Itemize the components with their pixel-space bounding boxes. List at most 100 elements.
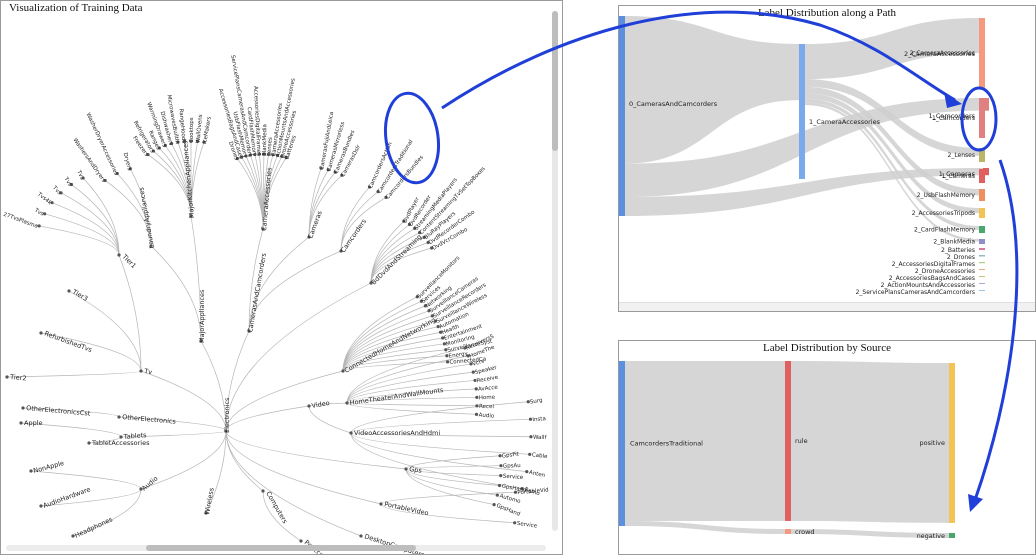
sankey-node-2_CardFlashMemory[interactable] bbox=[979, 226, 985, 233]
tree-node[interactable] bbox=[418, 231, 422, 235]
tree-node[interactable] bbox=[441, 336, 445, 340]
sankey-node-2_DroneAccessories[interactable] bbox=[979, 269, 985, 270]
tree-horizontal-scroll-thumb[interactable] bbox=[146, 545, 416, 551]
tree-node[interactable] bbox=[169, 141, 174, 146]
tree-node[interactable] bbox=[369, 281, 373, 285]
sankey-node-2_CameraAccessories[interactable] bbox=[979, 18, 985, 88]
tree-node[interactable] bbox=[423, 304, 427, 308]
tree-node[interactable] bbox=[384, 195, 388, 199]
tree-node[interactable] bbox=[444, 348, 448, 352]
tree-vertical-scrollbar[interactable] bbox=[552, 11, 558, 531]
sankey-node-crowd[interactable] bbox=[785, 528, 791, 534]
tree-node[interactable] bbox=[39, 504, 43, 508]
tree-node[interactable] bbox=[499, 464, 503, 468]
tree-node[interactable] bbox=[19, 421, 23, 425]
tree-node[interactable] bbox=[319, 166, 323, 170]
tree-node[interactable] bbox=[240, 155, 244, 159]
tree-node[interactable] bbox=[157, 146, 161, 150]
sankey-node-2_BlankMedia[interactable] bbox=[979, 239, 985, 244]
tree-node[interactable] bbox=[224, 429, 228, 433]
tree-node[interactable] bbox=[463, 346, 467, 350]
tree-node[interactable] bbox=[495, 493, 499, 497]
tree-node[interactable] bbox=[474, 387, 478, 391]
tree-node[interactable] bbox=[402, 219, 406, 223]
tree-node[interactable] bbox=[21, 406, 25, 410]
tree-node[interactable] bbox=[81, 176, 85, 180]
tree-node[interactable] bbox=[299, 539, 303, 543]
path-panel-scrollbar[interactable] bbox=[619, 302, 1035, 311]
tree-node[interactable] bbox=[247, 329, 251, 333]
tree-node[interactable] bbox=[341, 369, 345, 373]
tree-node[interactable] bbox=[43, 212, 47, 216]
sankey-node-positive[interactable] bbox=[949, 363, 955, 523]
tree-node[interactable] bbox=[469, 362, 473, 366]
tree-node[interactable] bbox=[39, 331, 43, 335]
sankey-node-CamcordersTraditional[interactable] bbox=[619, 361, 625, 526]
tree-node[interactable] bbox=[326, 168, 330, 172]
tree-node[interactable] bbox=[436, 325, 440, 329]
sankey-node-2_Batteries[interactable] bbox=[979, 248, 985, 250]
tree-node[interactable] bbox=[345, 401, 349, 405]
tree-node[interactable] bbox=[163, 143, 167, 148]
tree-node[interactable] bbox=[59, 191, 63, 195]
tree-node[interactable] bbox=[525, 470, 529, 474]
sankey-node-1_CameraAccessories[interactable] bbox=[799, 44, 805, 179]
tree-node[interactable] bbox=[189, 139, 193, 143]
tree-node[interactable] bbox=[520, 487, 524, 491]
tree-node[interactable] bbox=[427, 309, 431, 313]
tree-node[interactable] bbox=[513, 490, 518, 494]
tree-node[interactable] bbox=[257, 152, 262, 156]
tree-node[interactable] bbox=[151, 149, 156, 153]
tree-node[interactable] bbox=[284, 156, 288, 160]
tree-node[interactable] bbox=[71, 534, 75, 538]
tree-node[interactable] bbox=[376, 190, 380, 194]
tree-node[interactable] bbox=[261, 227, 265, 231]
tree-node[interactable] bbox=[189, 214, 193, 218]
tree-node[interactable] bbox=[204, 511, 208, 515]
tree-node[interactable] bbox=[244, 154, 248, 158]
sankey-node-0_CamerasAndCamcorders[interactable] bbox=[619, 16, 625, 216]
tree-node[interactable] bbox=[473, 378, 477, 383]
tree-node[interactable] bbox=[37, 224, 41, 228]
tree-node[interactable] bbox=[475, 395, 479, 399]
tree-node[interactable] bbox=[149, 244, 153, 248]
tree-node[interactable] bbox=[280, 154, 284, 159]
tree-node[interactable] bbox=[438, 330, 443, 334]
tree-node[interactable] bbox=[139, 369, 143, 373]
tree-node[interactable] bbox=[340, 173, 344, 177]
tree-node[interactable] bbox=[333, 170, 337, 174]
tree-node[interactable] bbox=[307, 404, 311, 408]
tree-node[interactable] bbox=[146, 152, 150, 157]
tree-node[interactable] bbox=[50, 201, 54, 205]
tree-node[interactable] bbox=[87, 441, 91, 445]
tree-node[interactable] bbox=[498, 454, 502, 458]
tree-node[interactable] bbox=[430, 246, 434, 250]
sankey-node-2_AccessoriesBagsAndCases[interactable] bbox=[979, 276, 985, 277]
tree-node[interactable] bbox=[413, 226, 417, 230]
tree-node[interactable] bbox=[474, 412, 479, 416]
tree-node[interactable] bbox=[446, 360, 450, 364]
tree-node[interactable] bbox=[367, 185, 372, 189]
tree-node[interactable] bbox=[307, 235, 311, 239]
tree-node[interactable] bbox=[128, 167, 132, 171]
tree-node[interactable] bbox=[499, 474, 503, 478]
tree-node[interactable] bbox=[466, 354, 470, 358]
tree-node[interactable] bbox=[139, 487, 143, 491]
tree-vertical-scroll-thumb[interactable] bbox=[552, 11, 558, 151]
tree-node[interactable] bbox=[471, 370, 475, 374]
tree-node[interactable] bbox=[248, 153, 253, 157]
tree-node[interactable] bbox=[419, 299, 424, 303]
tree-node[interactable] bbox=[176, 140, 180, 144]
tree-node[interactable] bbox=[475, 404, 479, 408]
tree-node[interactable] bbox=[528, 417, 533, 421]
sankey-node-rule[interactable] bbox=[785, 361, 791, 521]
tree-node[interactable] bbox=[339, 249, 343, 253]
tree-node[interactable] bbox=[5, 375, 9, 379]
tree-node[interactable] bbox=[115, 171, 119, 176]
tree-node[interactable] bbox=[119, 435, 123, 439]
tree-node[interactable] bbox=[426, 240, 430, 245]
tree-node[interactable] bbox=[29, 469, 33, 473]
tree-node[interactable] bbox=[442, 342, 447, 346]
tree-node[interactable] bbox=[235, 156, 239, 161]
tree-node[interactable] bbox=[117, 415, 121, 419]
